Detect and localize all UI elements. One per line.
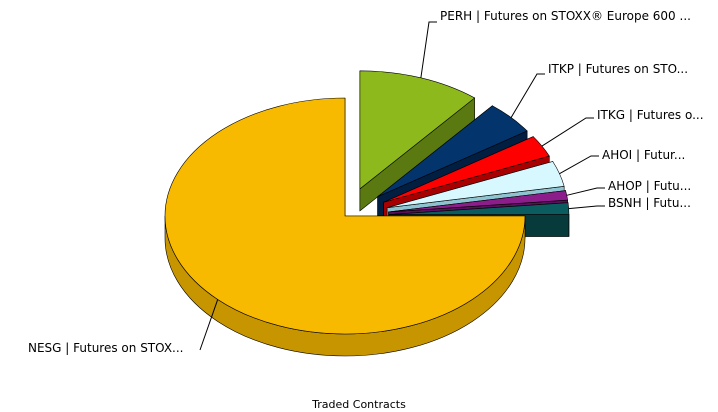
- slice-label: ITKG | Futures o...: [597, 108, 704, 122]
- leader-line: [420, 21, 437, 78]
- leader-line: [510, 73, 545, 118]
- leader-line: [559, 155, 599, 175]
- leader-line: [566, 187, 605, 196]
- slice-label: PERH | Futures on STOXX® Europe 600 ...: [440, 9, 691, 23]
- slice-label: ITKP | Futures on STO...: [548, 62, 688, 76]
- leader-line: [541, 117, 594, 147]
- leader-line: [199, 299, 219, 351]
- pie-slice-2: [359, 70, 476, 212]
- chart-caption: Traded Contracts: [311, 398, 406, 411]
- slice-label: NESG | Futures on STOX...: [28, 341, 183, 355]
- pie-slice-top: [388, 190, 568, 213]
- slice-label: AHOP | Futu...: [608, 179, 691, 193]
- slice-label: AHOI | Futur...: [602, 148, 685, 162]
- pie-slice-top: [377, 105, 528, 197]
- pie-slice-top: [388, 202, 570, 215]
- leader-line: [568, 205, 605, 210]
- pie-slice-1: [164, 97, 526, 357]
- slice-label: BSNH | Futu...: [608, 196, 691, 210]
